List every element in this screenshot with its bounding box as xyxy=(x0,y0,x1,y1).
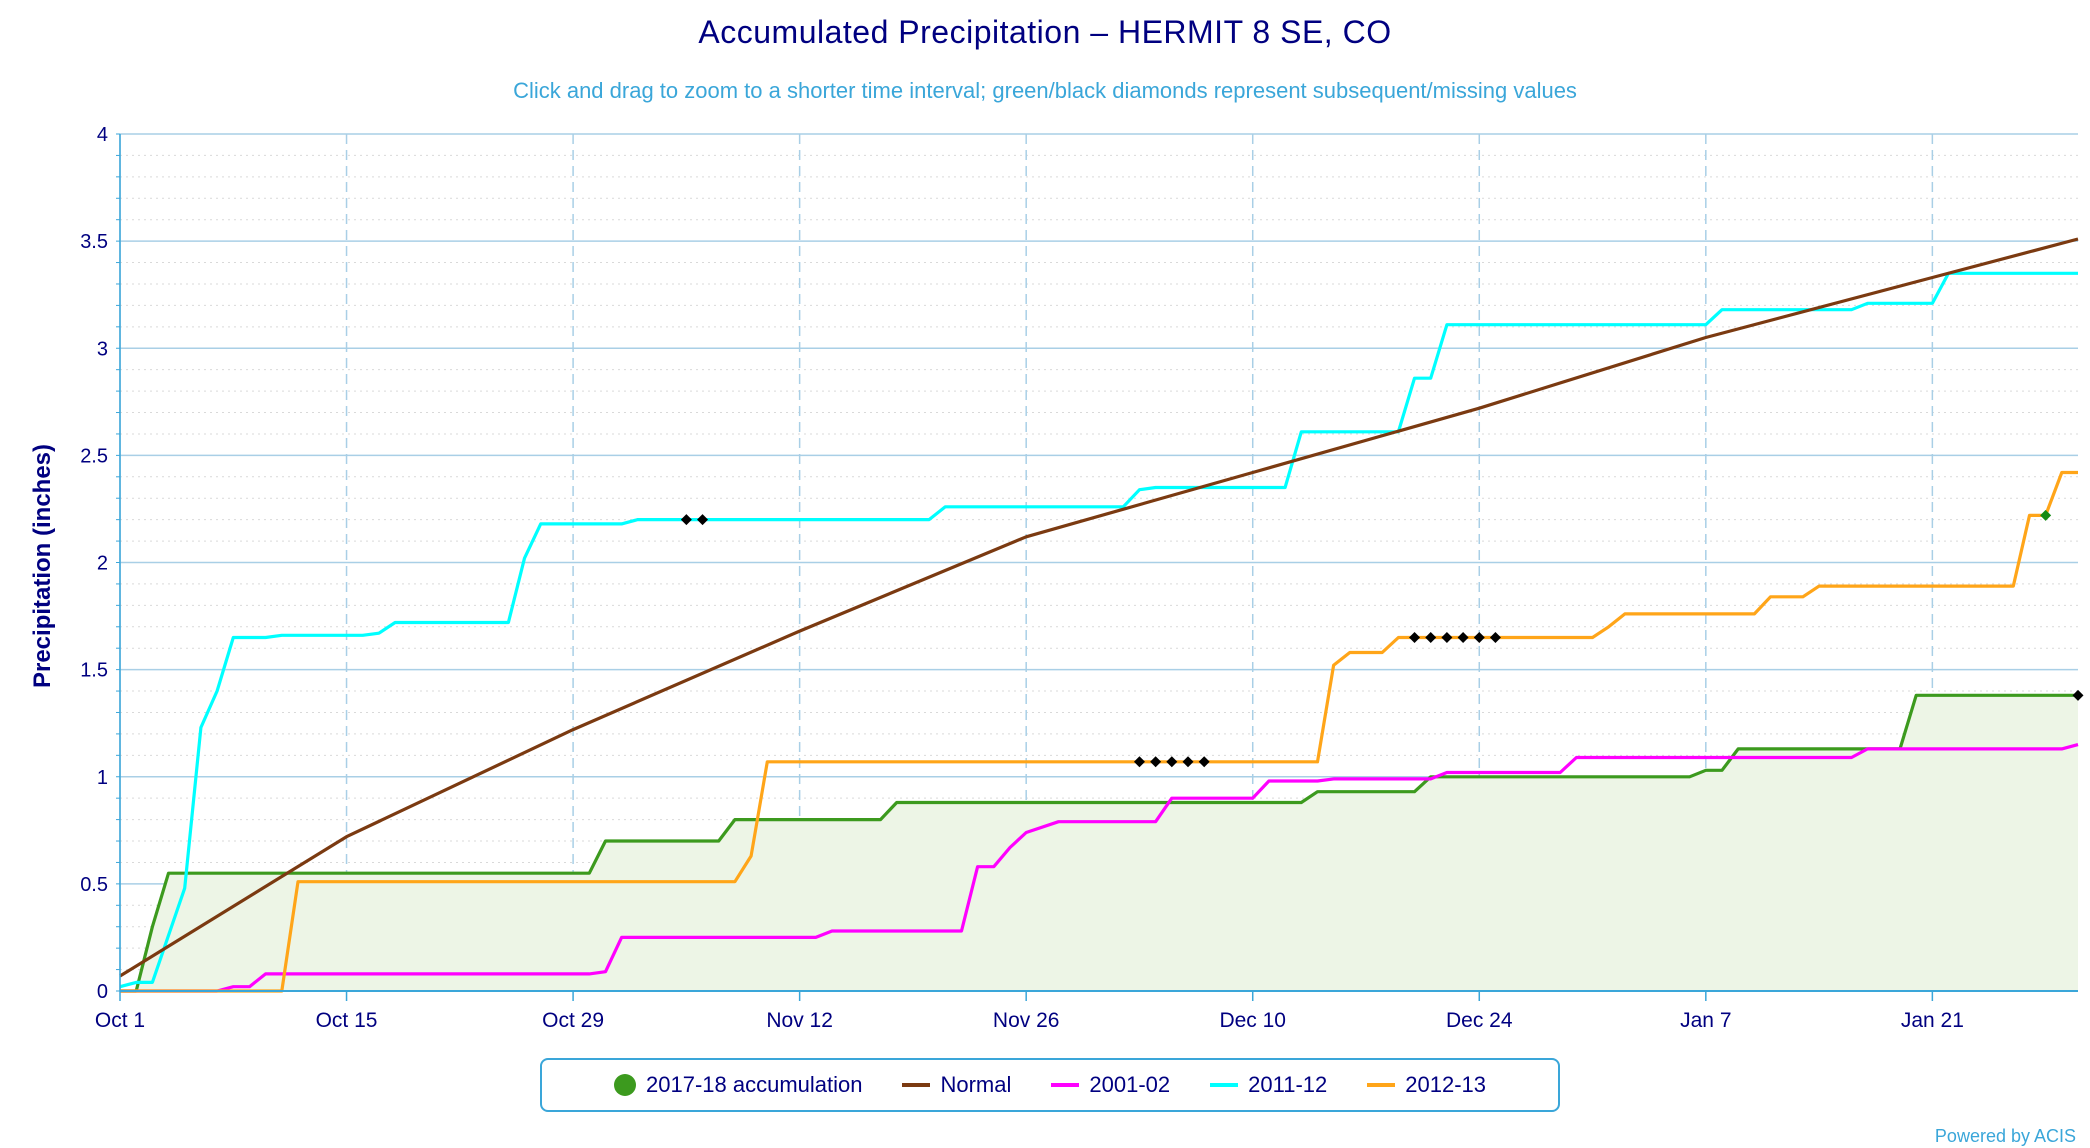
missing-value-marker xyxy=(1457,631,1469,643)
series-area-2017-18-accumulation xyxy=(120,695,2078,991)
chart-subtitle: Click and drag to zoom to a shorter time… xyxy=(513,78,1577,103)
x-tick-label: Dec 10 xyxy=(1219,1009,1286,1032)
legend-swatch-normal xyxy=(902,1083,931,1087)
legend-item-2012-13[interactable]: 2012-13 xyxy=(1367,1072,1486,1098)
y-axis-label: Precipitation (inches) xyxy=(29,444,56,688)
missing-value-marker xyxy=(2072,689,2084,701)
x-tick-label: Oct 29 xyxy=(542,1009,604,1032)
legend-item-2011-12[interactable]: 2011-12 xyxy=(1210,1072,1327,1098)
x-tick-label: Oct 15 xyxy=(316,1009,378,1032)
subsequent-value-marker xyxy=(2040,509,2052,521)
legend-label-2001-02: 2001-02 xyxy=(1089,1072,1171,1097)
missing-value-marker xyxy=(1182,756,1194,768)
legend-item-2017-18[interactable]: 2017-18 accumulation xyxy=(614,1072,862,1098)
legend-swatch-2001-02 xyxy=(1051,1083,1080,1087)
x-tick-label: Jan 7 xyxy=(1680,1009,1731,1032)
series-lines xyxy=(119,237,2079,993)
missing-value-marker xyxy=(1473,631,1485,643)
legend-label-normal: Normal xyxy=(940,1072,1012,1097)
chart-title: Accumulated Precipitation – HERMIT 8 SE,… xyxy=(698,14,1392,50)
missing-value-marker xyxy=(1198,756,1210,768)
legend: 2017-18 accumulation Normal 2001-02 2011… xyxy=(540,1058,1560,1112)
x-tick-label: Dec 24 xyxy=(1446,1009,1513,1032)
missing-value-marker xyxy=(1409,631,1421,643)
y-tick-label: 1 xyxy=(97,767,108,789)
y-tick-label: 1.5 xyxy=(80,660,108,682)
y-tick-label: 0.5 xyxy=(80,874,108,896)
y-tick-label: 0 xyxy=(97,981,108,1003)
credit-link[interactable]: Powered by ACIS xyxy=(1934,1126,2076,1146)
y-tick-label: 3.5 xyxy=(80,231,108,253)
missing-value-marker xyxy=(680,514,692,526)
legend-item-normal[interactable]: Normal xyxy=(902,1072,1011,1098)
missing-value-marker xyxy=(1150,756,1162,768)
legend-swatch-2017-18 xyxy=(614,1074,636,1096)
missing-value-marker xyxy=(1489,631,1501,643)
missing-value-marker xyxy=(1425,631,1437,643)
series-fill xyxy=(120,695,2078,991)
series-line-2001-02 xyxy=(120,743,2079,993)
markers xyxy=(680,509,2084,768)
series-line-normal xyxy=(119,237,2079,978)
legend-swatch-2012-13 xyxy=(1367,1083,1396,1087)
series-line-2012-13 xyxy=(120,470,2078,993)
x-tick-label: Nov 26 xyxy=(993,1009,1060,1032)
missing-value-marker xyxy=(1441,631,1453,643)
legend-label-2012-13: 2012-13 xyxy=(1405,1072,1486,1097)
axes: 0 0.5 1 1.5 2 2.5 3 3.5 4 Oct 1 Oct 15 Oct 29 Nov 12… xyxy=(80,124,2078,1032)
missing-value-marker xyxy=(1166,756,1178,768)
y-tick-label: 3 xyxy=(97,338,108,360)
x-tick-label: Oct 1 xyxy=(95,1009,145,1032)
missing-value-marker xyxy=(1133,756,1145,768)
legend-label-2011-12: 2011-12 xyxy=(1248,1072,1328,1097)
y-tick-label: 4 xyxy=(97,124,108,146)
legend-label-2017-18: 2017-18 accumulation xyxy=(646,1072,863,1097)
y-tick-label: 2 xyxy=(97,553,108,575)
legend-item-2001-02[interactable]: 2001-02 xyxy=(1051,1072,1170,1098)
missing-value-marker xyxy=(697,514,709,526)
x-tick-label: Nov 12 xyxy=(766,1009,833,1032)
legend-swatch-2011-12 xyxy=(1210,1083,1239,1087)
x-tick-label: Jan 21 xyxy=(1901,1009,1964,1032)
series-line-2011-12 xyxy=(119,271,2078,989)
y-tick-label: 2.5 xyxy=(80,445,108,467)
